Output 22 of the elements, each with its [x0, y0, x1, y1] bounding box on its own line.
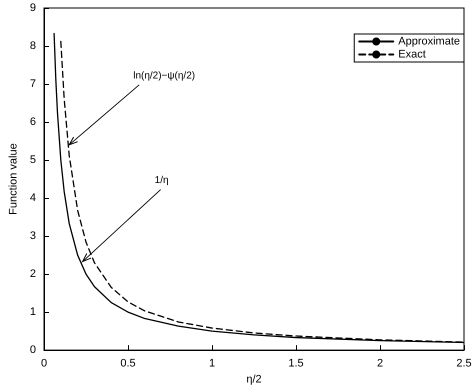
annotation: 1/η: [154, 175, 169, 186]
y-tick-label: 5: [30, 154, 36, 166]
y-tick-label: 0: [30, 344, 36, 356]
y-tick-label: 6: [30, 116, 36, 128]
legend-label: Approximate: [398, 36, 460, 48]
legend-label: Exact: [398, 48, 426, 60]
y-tick-label: 9: [30, 2, 36, 14]
y-tick-label: 2: [30, 268, 36, 280]
y-tick-label: 4: [30, 192, 36, 204]
y-tick-label: 8: [30, 40, 36, 52]
y-axis-title: Function value: [8, 143, 20, 215]
y-tick-label: 7: [30, 78, 36, 90]
annotation: ln(η/2)−ψ(η/2): [133, 70, 196, 82]
x-tick-label: 2: [376, 358, 384, 370]
x-tick-label: 2.5: [456, 358, 472, 370]
x-tick-label: 1.5: [288, 358, 304, 370]
y-tick-label: 1: [30, 306, 36, 318]
x-tick-label: 0: [40, 358, 48, 370]
x-tick-label: 0.5: [120, 358, 136, 370]
y-tick-label: 3: [30, 230, 36, 242]
x-tick-label: 1: [208, 358, 216, 370]
x-axis-title: η/2: [246, 374, 262, 386]
